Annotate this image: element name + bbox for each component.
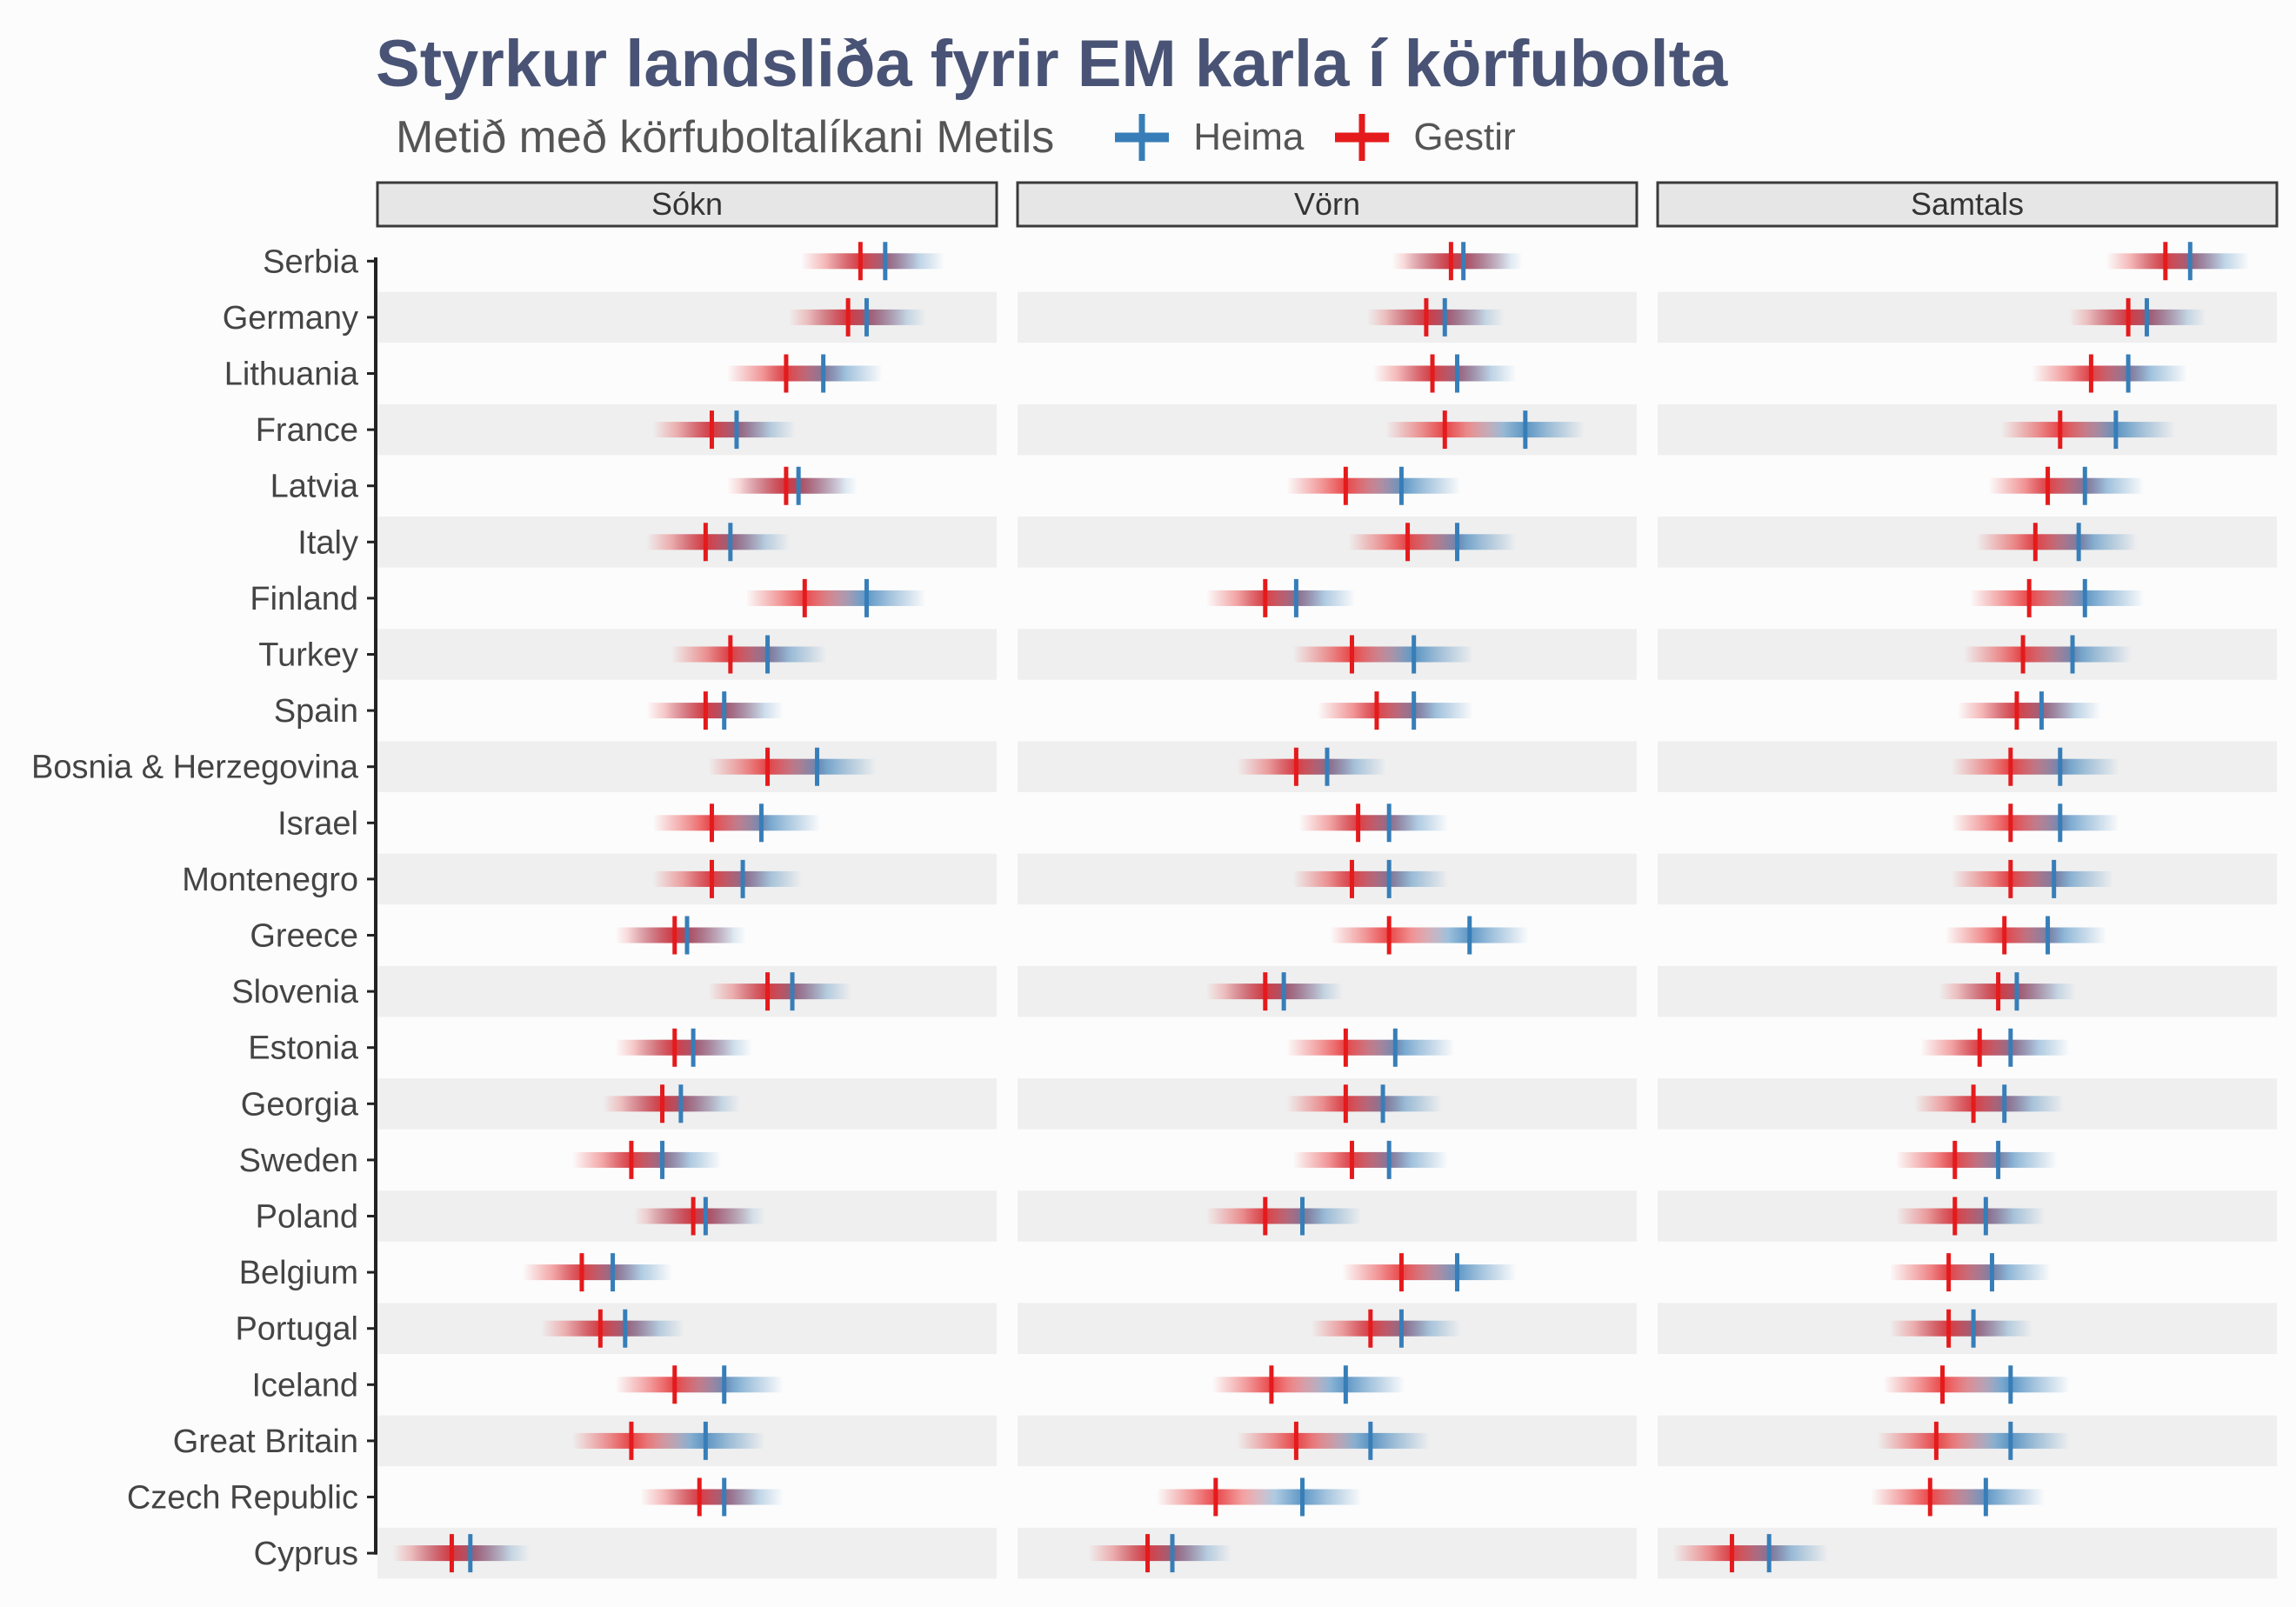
y-tick-label-greece: Greece [250,918,358,955]
legend-key-heima [1115,114,1170,161]
row-band [1018,291,1637,343]
y-tick-label-israel: Israel [277,805,358,842]
facet-label-s-kn: Sókn [651,186,723,222]
row-band [1658,517,2277,568]
y-tick-label-great-britain: Great Britain [173,1424,358,1460]
y-tick-label-montenegro: Montenegro [182,862,358,898]
y-tick-label-czech-republic: Czech Republic [127,1480,358,1517]
row-band [377,965,997,1017]
legend-item-heima: Heima [1115,114,1304,161]
row-band [1018,517,1637,568]
y-tick-label-sweden: Sweden [239,1143,358,1179]
subtitle-row: Metið með körfuboltalíkani Metils Heima … [396,111,1547,163]
y-tick-label-germany: Germany [223,300,358,337]
y-tick-label-estonia: Estonia [248,1030,359,1067]
y-tick-label-france: France [256,412,358,449]
chart-subtitle: Metið með körfuboltalíkani Metils [396,112,1055,163]
legend-label-gestir: Gestir [1413,116,1516,158]
row-band [377,741,997,792]
y-tick-label-latvia: Latvia [270,469,359,505]
facet-label-samtals: Samtals [1911,186,2024,222]
facet-strip-v-rn [1016,181,1639,228]
legend-key-gestir [1335,114,1390,161]
y-axis: Serbia Germany Lithuania France Latvia Italy F… [31,243,377,1572]
y-tick-label-iceland: Iceland [251,1367,358,1404]
facet-label-v-rn: Vörn [1294,186,1360,222]
y-tick-label-serbia: Serbia [263,243,359,280]
y-tick-label-poland: Poland [256,1199,358,1236]
chart-title: Styrkur landsliða fyrir EM karla í körfu… [376,27,1728,101]
y-tick-label-spain: Spain [274,693,358,730]
legend-item-gestir: Gestir [1335,114,1516,161]
y-tick-label-turkey: Turkey [258,637,358,674]
legend-label-heima: Heima [1193,116,1305,158]
row-band [377,1303,997,1354]
facet-strip-s-kn [376,181,998,228]
y-tick-label-portugal: Portugal [235,1311,358,1348]
chart-marks [392,242,2250,1573]
y-tick-label-slovenia: Slovenia [231,974,359,1010]
y-tick-label-bosnia-and-herzegovina: Bosnia & Herzegovina [31,750,359,786]
y-tick-label-georgia: Georgia [241,1086,359,1123]
y-tick-label-cyprus: Cyprus [254,1536,358,1572]
y-tick-label-finland: Finland [250,581,358,617]
y-tick-label-italy: Italy [297,524,358,561]
y-tick-label-belgium: Belgium [239,1255,358,1291]
y-tick-label-lithuania: Lithuania [224,357,359,393]
row-band [1658,403,2277,456]
facet-strip-samtals [1656,181,2279,228]
facet-strips: Sókn Vörn Samtals [376,181,2279,228]
